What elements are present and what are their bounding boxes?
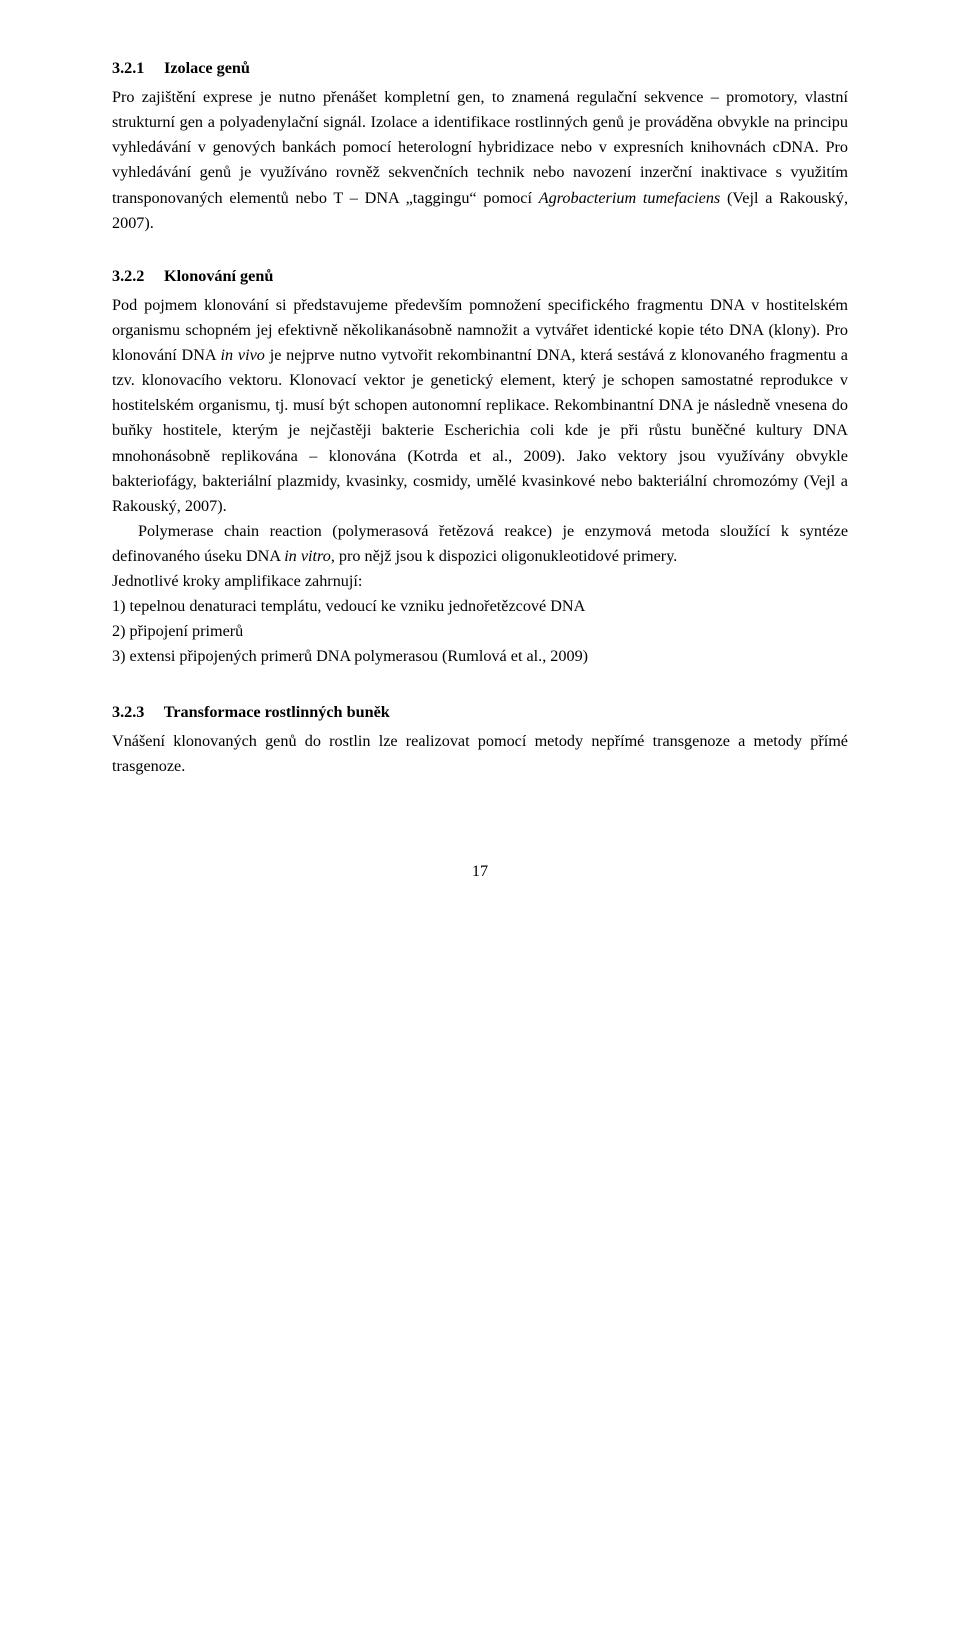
paragraph-3-2-3: Vnášení klonovaných genů do rostlin lze … <box>112 729 848 779</box>
document-page: 3.2.1 Izolace genů Pro zajištění exprese… <box>0 0 960 1640</box>
page-number: 17 <box>112 859 848 884</box>
italic-term: in vivo <box>221 346 265 364</box>
paragraph-3-2-2-a: Pod pojmem klonování si představujeme př… <box>112 293 848 519</box>
heading-title: Izolace genů <box>164 59 250 77</box>
italic-term: Agrobacterium tumefaciens <box>539 189 721 207</box>
paragraph-3-2-1: Pro zajištění exprese je nutno přenášet … <box>112 85 848 236</box>
list-item-1: 1) tepelnou denaturaci templátu, vedoucí… <box>112 594 848 619</box>
section-spacer <box>112 670 848 700</box>
paragraph-3-2-2-b: Polymerase chain reaction (polymerasová … <box>112 519 848 569</box>
heading-3-2-1: 3.2.1 Izolace genů <box>112 56 848 81</box>
list-intro: Jednotlivé kroky amplifikace zahrnují: <box>112 569 848 594</box>
heading-title: Transformace rostlinných buněk <box>164 703 390 721</box>
heading-title: Klonování genů <box>164 267 273 285</box>
italic-term: in vitro <box>284 547 331 565</box>
heading-number: 3.2.1 <box>112 56 160 81</box>
heading-3-2-2: 3.2.2 Klonování genů <box>112 264 848 289</box>
list-item-2: 2) připojení primerů <box>112 619 848 644</box>
heading-number: 3.2.3 <box>112 700 160 725</box>
list-item-3: 3) extensi připojených primerů DNA polym… <box>112 644 848 669</box>
heading-3-2-3: 3.2.3 Transformace rostlinných buněk <box>112 700 848 725</box>
heading-number: 3.2.2 <box>112 264 160 289</box>
body-text: je nejprve nutno vytvořit rekombinantní … <box>112 346 848 515</box>
body-text: , pro nějž jsou k dispozici oligonukleot… <box>331 547 677 565</box>
